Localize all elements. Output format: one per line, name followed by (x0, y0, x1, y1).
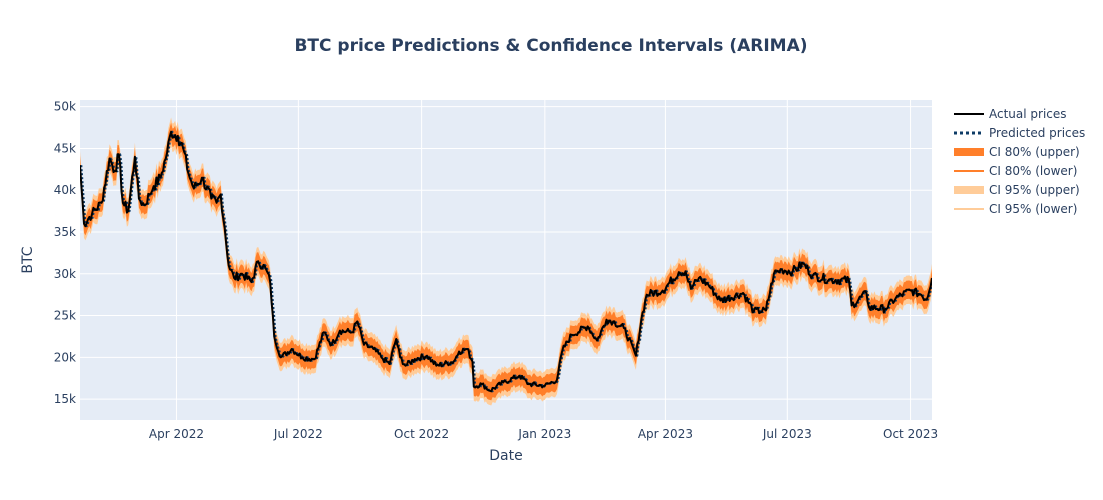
y-tick-label: 45k (54, 141, 76, 155)
y-tick-label: 50k (54, 100, 76, 114)
x-axis-title: Date (489, 448, 522, 464)
y-tick-label: 15k (54, 392, 76, 406)
legend-label[interactable]: CI 95% (lower) (989, 202, 1077, 216)
x-tick-label: Apr 2022 (149, 427, 204, 441)
legend-label[interactable]: Actual prices (989, 107, 1067, 121)
y-gridlines (80, 106, 932, 400)
x-tick-label: Jan 2023 (517, 427, 571, 441)
legend-label[interactable]: CI 80% (upper) (989, 145, 1080, 159)
y-tick-label: 25k (54, 309, 76, 323)
y-tick-label: 20k (54, 350, 76, 364)
x-axis-ticks: Apr 2022 Jul 2022 Oct 2022 Jan 2023 Apr 2023… (149, 427, 938, 441)
legend-label[interactable]: CI 95% (upper) (989, 183, 1080, 197)
x-tick-label: Jul 2022 (273, 427, 323, 441)
legend: Actual prices Predicted prices CI 80% (upp… (954, 107, 1085, 216)
legend-label[interactable]: CI 80% (lower) (989, 164, 1077, 178)
ci95-band (80, 117, 932, 406)
chart-title: BTC price Predictions & Confidence Inter… (294, 36, 807, 56)
y-tick-label: 40k (54, 183, 76, 197)
y-tick-label: 30k (54, 267, 76, 281)
y-axis-title: BTC (20, 246, 36, 273)
y-tick-label: 35k (54, 225, 76, 239)
series-layer (80, 117, 932, 406)
x-tick-label: Oct 2022 (394, 427, 449, 441)
actual-prices-line (80, 130, 932, 393)
x-tick-label: Oct 2023 (883, 427, 938, 441)
y-axis-ticks: 15k 20k 25k 30k 35k 40k 45k 50k (54, 100, 76, 406)
x-tick-label: Jul 2023 (762, 427, 812, 441)
x-tick-label: Apr 2023 (638, 427, 693, 441)
legend-label[interactable]: Predicted prices (989, 126, 1085, 140)
